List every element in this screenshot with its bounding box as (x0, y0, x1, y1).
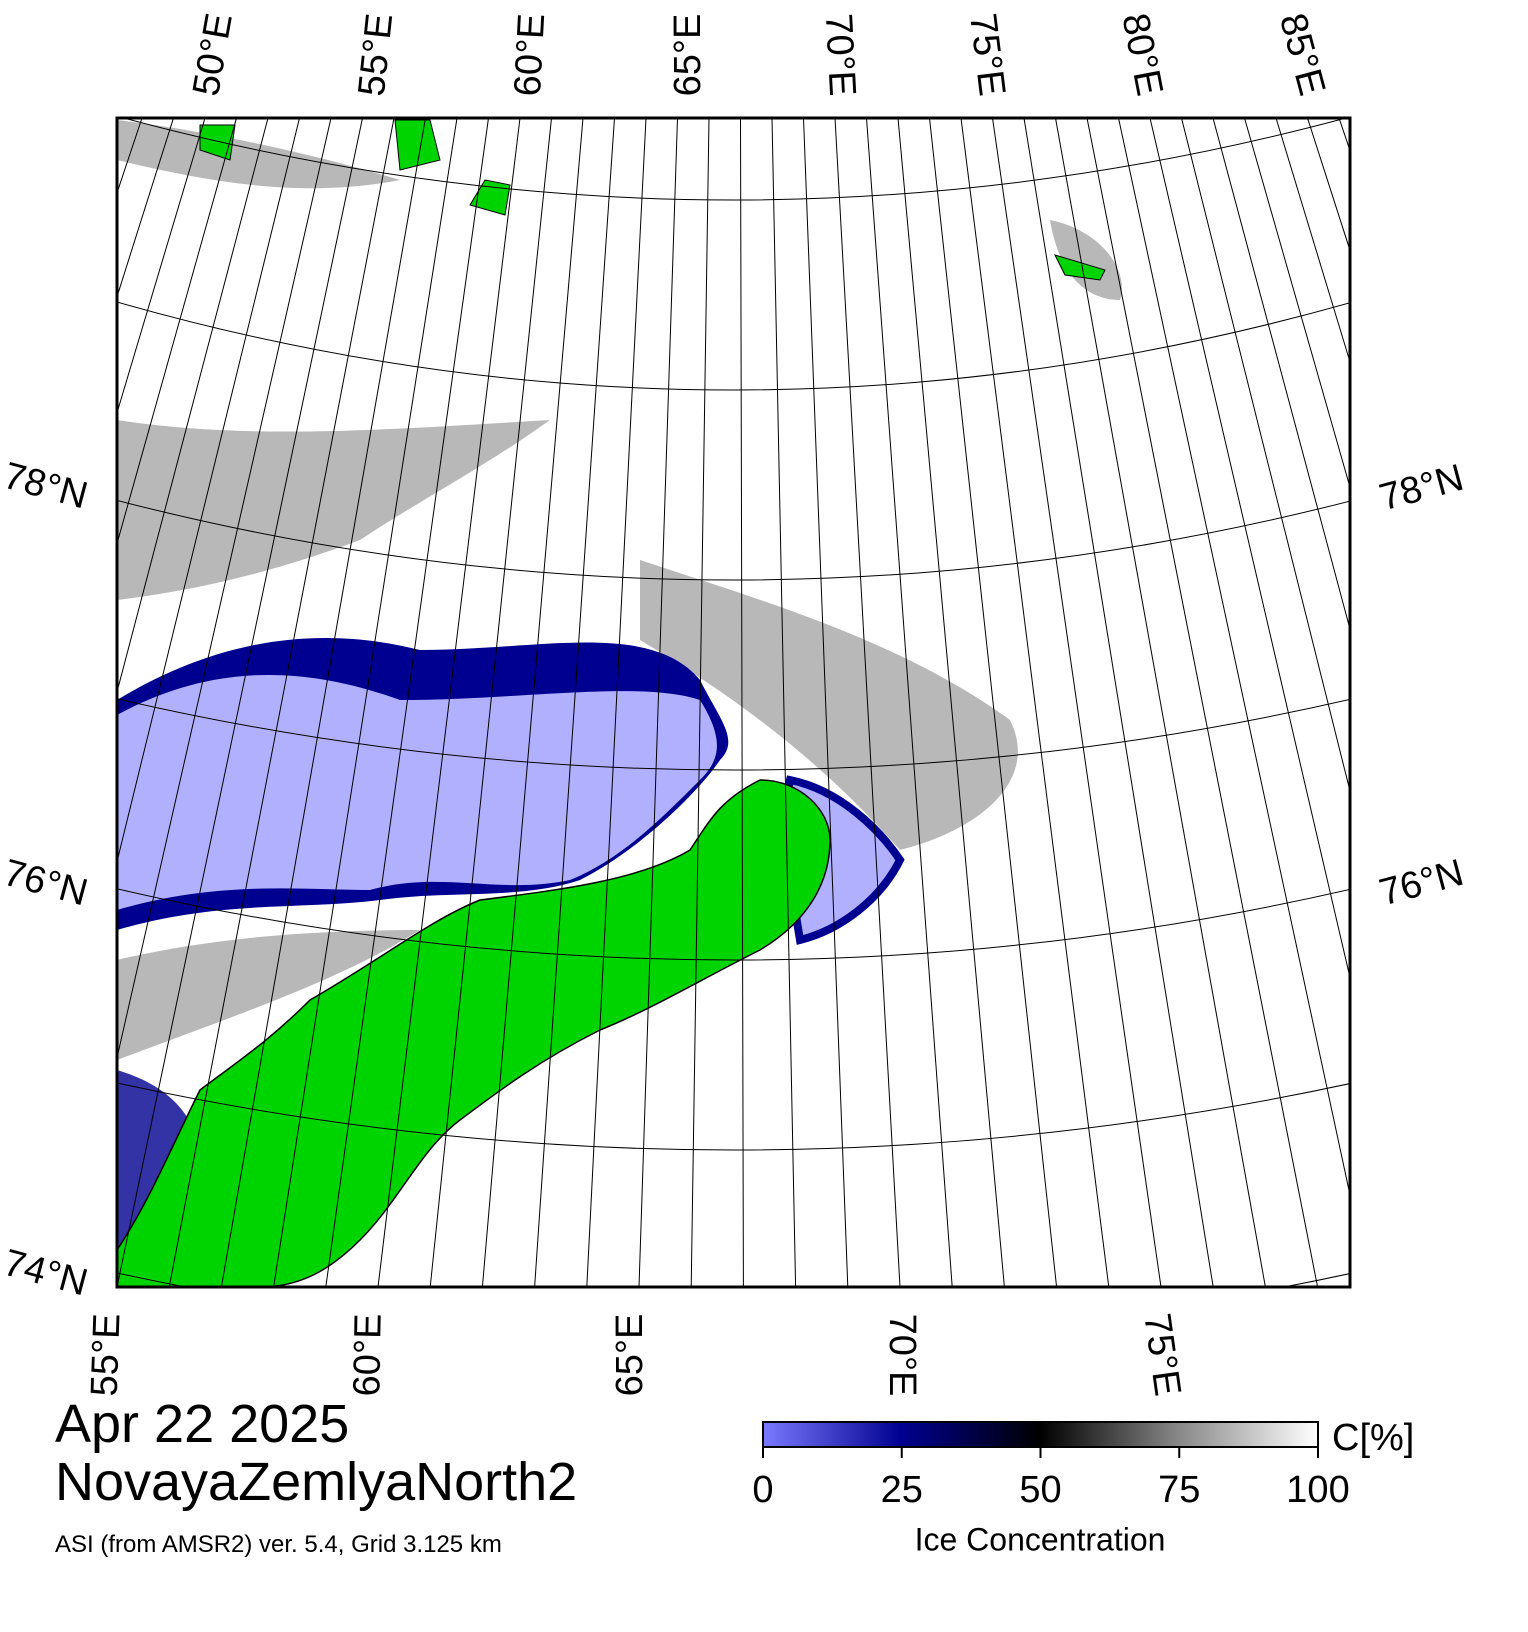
colorbar: C[%] Ice Concentration 0 25 50 75 100 (752, 1417, 1414, 1557)
meridian (1338, 118, 1350, 153)
meridian (1181, 118, 1350, 794)
meridian (0, 118, 16, 1287)
colorbar-bar (762, 1421, 1319, 1448)
bottom-lon-label: 75°E (1135, 1311, 1188, 1399)
meridian (117, 118, 300, 864)
colorbar-label: Ice Concentration (915, 1521, 1166, 1557)
meridian (929, 118, 1058, 1287)
meridian (273, 118, 458, 1287)
parallel (60, 0, 1410, 30)
meridian (1023, 118, 1214, 1287)
parallel (117, 698, 1350, 771)
meridian (960, 118, 1110, 1287)
meridian (377, 118, 521, 1287)
parallel (117, 499, 1350, 581)
meridian (1371, 118, 1528, 1287)
parallel (117, 301, 1350, 391)
top-lon-label: 50°E (185, 10, 241, 99)
parallel (117, 1082, 1350, 1151)
meridian (1275, 118, 1350, 364)
bottom-lon-label: 65°E (609, 1314, 651, 1397)
meridian (897, 118, 1005, 1287)
ice-texture (117, 120, 1122, 1060)
colorbar-tick-label: 25 (881, 1469, 923, 1511)
land (1054, 254, 1106, 281)
map-frame (115, 116, 1352, 1289)
meridian (803, 118, 849, 1287)
meridian (168, 118, 395, 1287)
meridian (1149, 118, 1350, 980)
meridian (117, 118, 206, 415)
meridian (1244, 118, 1350, 489)
meridian (638, 118, 678, 1287)
meridian (0, 118, 111, 1287)
meridian (1402, 118, 1528, 1287)
meridian (1465, 118, 1528, 1287)
meridian (834, 118, 901, 1287)
colorbar-tick-label: 50 (1019, 1469, 1061, 1511)
left-lat-label: 74°N (0, 1242, 92, 1305)
bottom-lon-label: 55°E (84, 1313, 129, 1397)
top-lon-label: 55°E (351, 11, 401, 98)
bottom-lon-label: 60°E (346, 1313, 389, 1397)
source: ASI (from AMSR2) ver. 5.4, Grid 3.125 km (55, 1531, 502, 1558)
top-lon-label: 65°E (667, 14, 709, 97)
meridian (771, 118, 797, 1287)
meridian (0, 118, 48, 1287)
meridian (117, 118, 363, 1287)
meridian (690, 118, 710, 1287)
map-area (0, 0, 1528, 1287)
top-lon-label: 70°E (817, 12, 863, 97)
top-lon-label: 75°E (961, 11, 1013, 98)
meridian (117, 118, 237, 546)
meridian (534, 118, 615, 1287)
date: Apr 22 2025 (55, 1394, 349, 1454)
top-lon-label: 60°E (507, 12, 553, 97)
region: NovayaZemlyaNorth2 (55, 1452, 577, 1512)
colorbar-tick-label: 100 (1286, 1469, 1349, 1511)
parallel (121, 118, 1348, 201)
meridian (1497, 118, 1528, 1287)
meridian (325, 118, 489, 1287)
left-lat-label: 76°N (0, 852, 92, 915)
left-lat-label: 78°N (0, 455, 92, 518)
meridian (481, 118, 584, 1287)
meridian (1055, 118, 1266, 1287)
bottom-lon-label: 70°E (881, 1314, 923, 1397)
right-lat-label: 78°N (1375, 457, 1468, 520)
meridian (0, 118, 79, 1287)
top-lon-label: 80°E (1113, 10, 1170, 99)
meridian (992, 118, 1162, 1287)
parallel (117, 888, 1350, 961)
colorbar-tick-label: 0 (752, 1469, 773, 1511)
meridian (866, 118, 953, 1287)
meridian (1434, 118, 1528, 1287)
meridian (429, 118, 552, 1287)
land (199, 119, 511, 216)
meridian (1212, 118, 1350, 631)
meridian (586, 118, 647, 1287)
right-lat-label: 76°N (1375, 852, 1468, 915)
meridian (117, 118, 269, 694)
meridian (1086, 118, 1319, 1287)
open-water (117, 674, 717, 910)
colorbar-tick-label: 75 (1158, 1469, 1200, 1511)
colorbar-unit: C[%] (1332, 1417, 1414, 1459)
meridian (740, 118, 744, 1287)
top-lon-label: 85°E (1271, 9, 1333, 100)
meridian (220, 118, 426, 1287)
meridian (1118, 118, 1350, 1198)
meridian (117, 118, 332, 1061)
graticule (0, 0, 1528, 1287)
